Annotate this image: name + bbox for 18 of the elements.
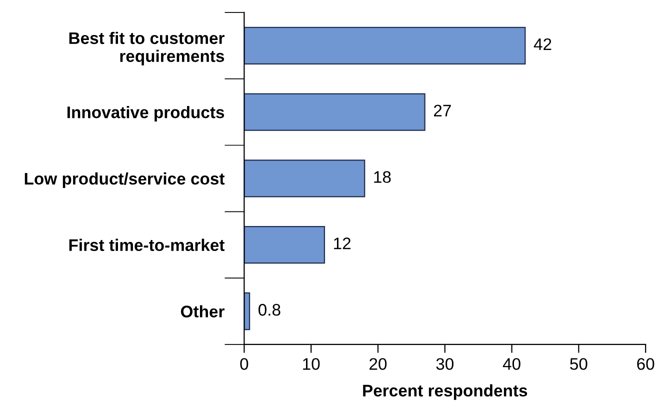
data-label: 0.8 <box>258 304 280 316</box>
x-axis-title: Percent respondents <box>363 384 528 400</box>
x-tick-label: 0 <box>240 358 248 370</box>
y-tick-label: First time-to-market <box>69 238 225 252</box>
y-tick-label: Best fit to customer requirements <box>69 32 224 66</box>
y-tick-label: Other <box>180 305 224 318</box>
x-tick-label: 50 <box>570 358 588 370</box>
data-label: 27 <box>434 104 451 116</box>
y-tick-label: Innovative products <box>68 106 224 122</box>
x-tick-label: 40 <box>502 358 520 370</box>
data-label: 18 <box>374 171 391 183</box>
x-tick-label: 60 <box>637 358 654 370</box>
x-tick-label: 30 <box>436 358 454 370</box>
data-label: 42 <box>534 38 552 50</box>
data-label: 12 <box>334 238 350 250</box>
y-tick-label: Low product/service cost <box>24 172 225 188</box>
x-tick-label: 20 <box>370 358 387 370</box>
x-tick-label: 10 <box>303 358 320 370</box>
